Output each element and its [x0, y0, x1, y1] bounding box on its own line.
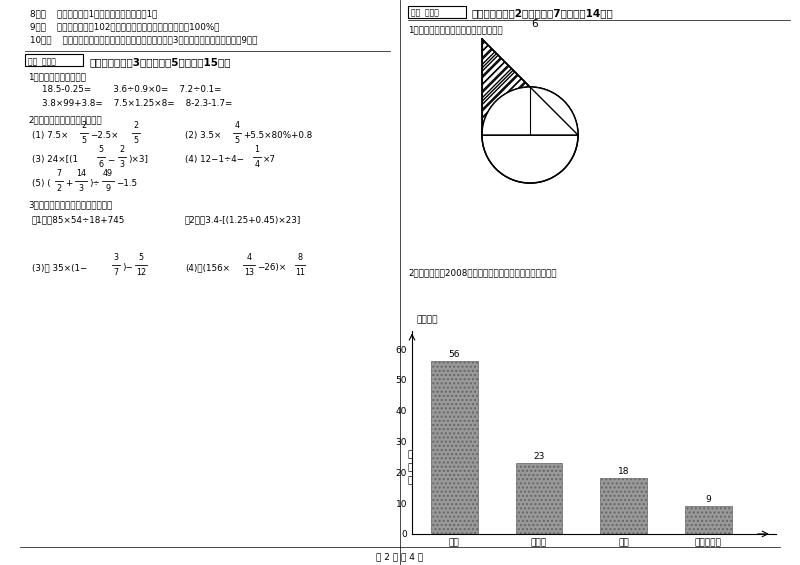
Bar: [685, 506, 731, 534]
Text: (4) 12−1÷4−: (4) 12−1÷4−: [185, 155, 244, 164]
Text: (1) 7.5×: (1) 7.5×: [32, 131, 68, 140]
Text: 18.5-0.25=        3.6÷0.9×0=    7.2÷0.1=: 18.5-0.25= 3.6÷0.9×0= 7.2÷0.1=: [42, 85, 222, 94]
Polygon shape: [482, 135, 578, 183]
Text: −1.5: −1.5: [116, 179, 137, 188]
Text: −: −: [107, 155, 114, 164]
Text: 5: 5: [134, 136, 138, 145]
Text: 2: 2: [82, 121, 86, 130]
Text: （1）四个中办城市的得票总数是_____票。: （1）四个中办城市的得票总数是_____票。: [408, 449, 519, 458]
Text: ×7: ×7: [263, 155, 276, 164]
Text: 6: 6: [518, 112, 526, 122]
Text: 13: 13: [244, 268, 254, 277]
Text: 3: 3: [114, 253, 118, 262]
Text: 2: 2: [57, 184, 62, 193]
Text: 8．（    ）任何不小于1的数，它的倒数都小于1。: 8．（ ）任何不小于1的数，它的倒数都小于1。: [30, 9, 158, 18]
Text: 2．计算，能简算的写出过程。: 2．计算，能简算的写出过程。: [28, 115, 102, 124]
Text: 得分  评卷人: 得分 评卷人: [411, 8, 439, 17]
Text: 得分  评卷人: 得分 评卷人: [28, 57, 56, 66]
Text: 5: 5: [138, 253, 143, 262]
Text: 第 2 页 共 4 页: 第 2 页 共 4 页: [377, 552, 423, 561]
Text: +5.5×80%+0.8: +5.5×80%+0.8: [243, 131, 312, 140]
Text: −26)×: −26)×: [257, 263, 286, 272]
Polygon shape: [482, 87, 578, 135]
Text: （3）投票结果一出来，据纸、电视都说：「北京得票是数遥遥领先」，为什么这样说？: （3）投票结果一出来，据纸、电视都说：「北京得票是数遥遥领先」，为什么这样说？: [408, 475, 613, 484]
Bar: [600, 479, 647, 534]
Text: 4: 4: [234, 121, 239, 130]
Text: 7: 7: [114, 268, 118, 277]
Text: (3)、 35×(1−: (3)、 35×(1−: [32, 263, 87, 272]
Text: −2.5×: −2.5×: [90, 131, 118, 140]
Text: （1）、85×54÷18+745: （1）、85×54÷18+745: [32, 215, 126, 224]
Text: )×3]: )×3]: [128, 155, 148, 164]
Text: (2) 3.5×: (2) 3.5×: [185, 131, 222, 140]
Text: (5) (: (5) (: [32, 179, 50, 188]
Text: 11: 11: [295, 268, 305, 277]
Text: (4)、(156×: (4)、(156×: [185, 263, 230, 272]
Text: +: +: [65, 179, 72, 188]
Text: 49: 49: [103, 169, 113, 178]
Text: 2: 2: [134, 121, 138, 130]
Text: 单位：票: 单位：票: [416, 315, 438, 324]
Bar: [431, 362, 478, 534]
Text: 5: 5: [234, 136, 239, 145]
Text: (3) 24×[(1: (3) 24×[(1: [32, 155, 78, 164]
Text: 4: 4: [254, 160, 259, 169]
Text: （2）北京得_____票，占得票总数的_____%。: （2）北京得_____票，占得票总数的_____%。: [408, 462, 539, 471]
Text: 14: 14: [76, 169, 86, 178]
Bar: [516, 463, 562, 534]
Text: 3: 3: [78, 184, 83, 193]
Bar: [408, 6, 466, 18]
Text: 56: 56: [449, 350, 460, 359]
Text: 9: 9: [706, 495, 711, 504]
Text: 9: 9: [106, 184, 110, 193]
Text: （2）、3.4-[(1.25+0.45)×23]: （2）、3.4-[(1.25+0.45)×23]: [185, 215, 302, 224]
Text: 10．（    ）一个长方体，它的长、宽、高都扩大到原来的3倍，它的体积扩大到原来的9倍。: 10．（ ）一个长方体，它的长、宽、高都扩大到原来的3倍，它的体积扩大到原来的9…: [30, 35, 258, 44]
Text: 23: 23: [534, 451, 545, 460]
Text: 7: 7: [57, 169, 62, 178]
Text: 1．直接写出计算结果。: 1．直接写出计算结果。: [28, 72, 86, 81]
Text: 4: 4: [246, 253, 251, 262]
Text: 5: 5: [82, 136, 86, 145]
Text: 四、计算题（共3小题，每题5分，共计15分）: 四、计算题（共3小题，每题5分，共计15分）: [90, 57, 231, 67]
Text: 1: 1: [254, 145, 259, 154]
Text: 12: 12: [136, 268, 146, 277]
Text: 3: 3: [119, 160, 125, 169]
Text: 6: 6: [532, 19, 538, 29]
Polygon shape: [482, 39, 578, 135]
Text: 5: 5: [98, 145, 103, 154]
Text: 18: 18: [618, 467, 630, 476]
Polygon shape: [482, 87, 578, 135]
Bar: [25, 54, 83, 66]
Text: 9．（    ）李师傅加工了102个零件，有两个不合格，合格率是100%。: 9．（ ）李师傅加工了102个零件，有两个不合格，合格率是100%。: [30, 22, 219, 31]
Text: 8: 8: [298, 253, 302, 262]
Text: 6: 6: [98, 160, 103, 169]
Text: 3.8×99+3.8=    7.5×1.25×8=    8-2.3-1.7=: 3.8×99+3.8= 7.5×1.25×8= 8-2.3-1.7=: [42, 99, 232, 108]
Text: )÷: )÷: [89, 179, 100, 188]
Text: )−: )−: [122, 263, 133, 272]
Text: 1．求阴影部分的面积（单位：厘米）。: 1．求阴影部分的面积（单位：厘米）。: [408, 25, 502, 34]
Text: 2: 2: [119, 145, 125, 154]
Text: 3．用运等式计算，能简算的简算。: 3．用运等式计算，能简算的简算。: [28, 200, 112, 209]
Text: 2．下面是申报2008年奥运会主办城市的得票情况统计图。: 2．下面是申报2008年奥运会主办城市的得票情况统计图。: [408, 268, 557, 277]
Text: 五、综合题（共2小题，每题7分，共计14分）: 五、综合题（共2小题，每题7分，共计14分）: [472, 8, 614, 18]
